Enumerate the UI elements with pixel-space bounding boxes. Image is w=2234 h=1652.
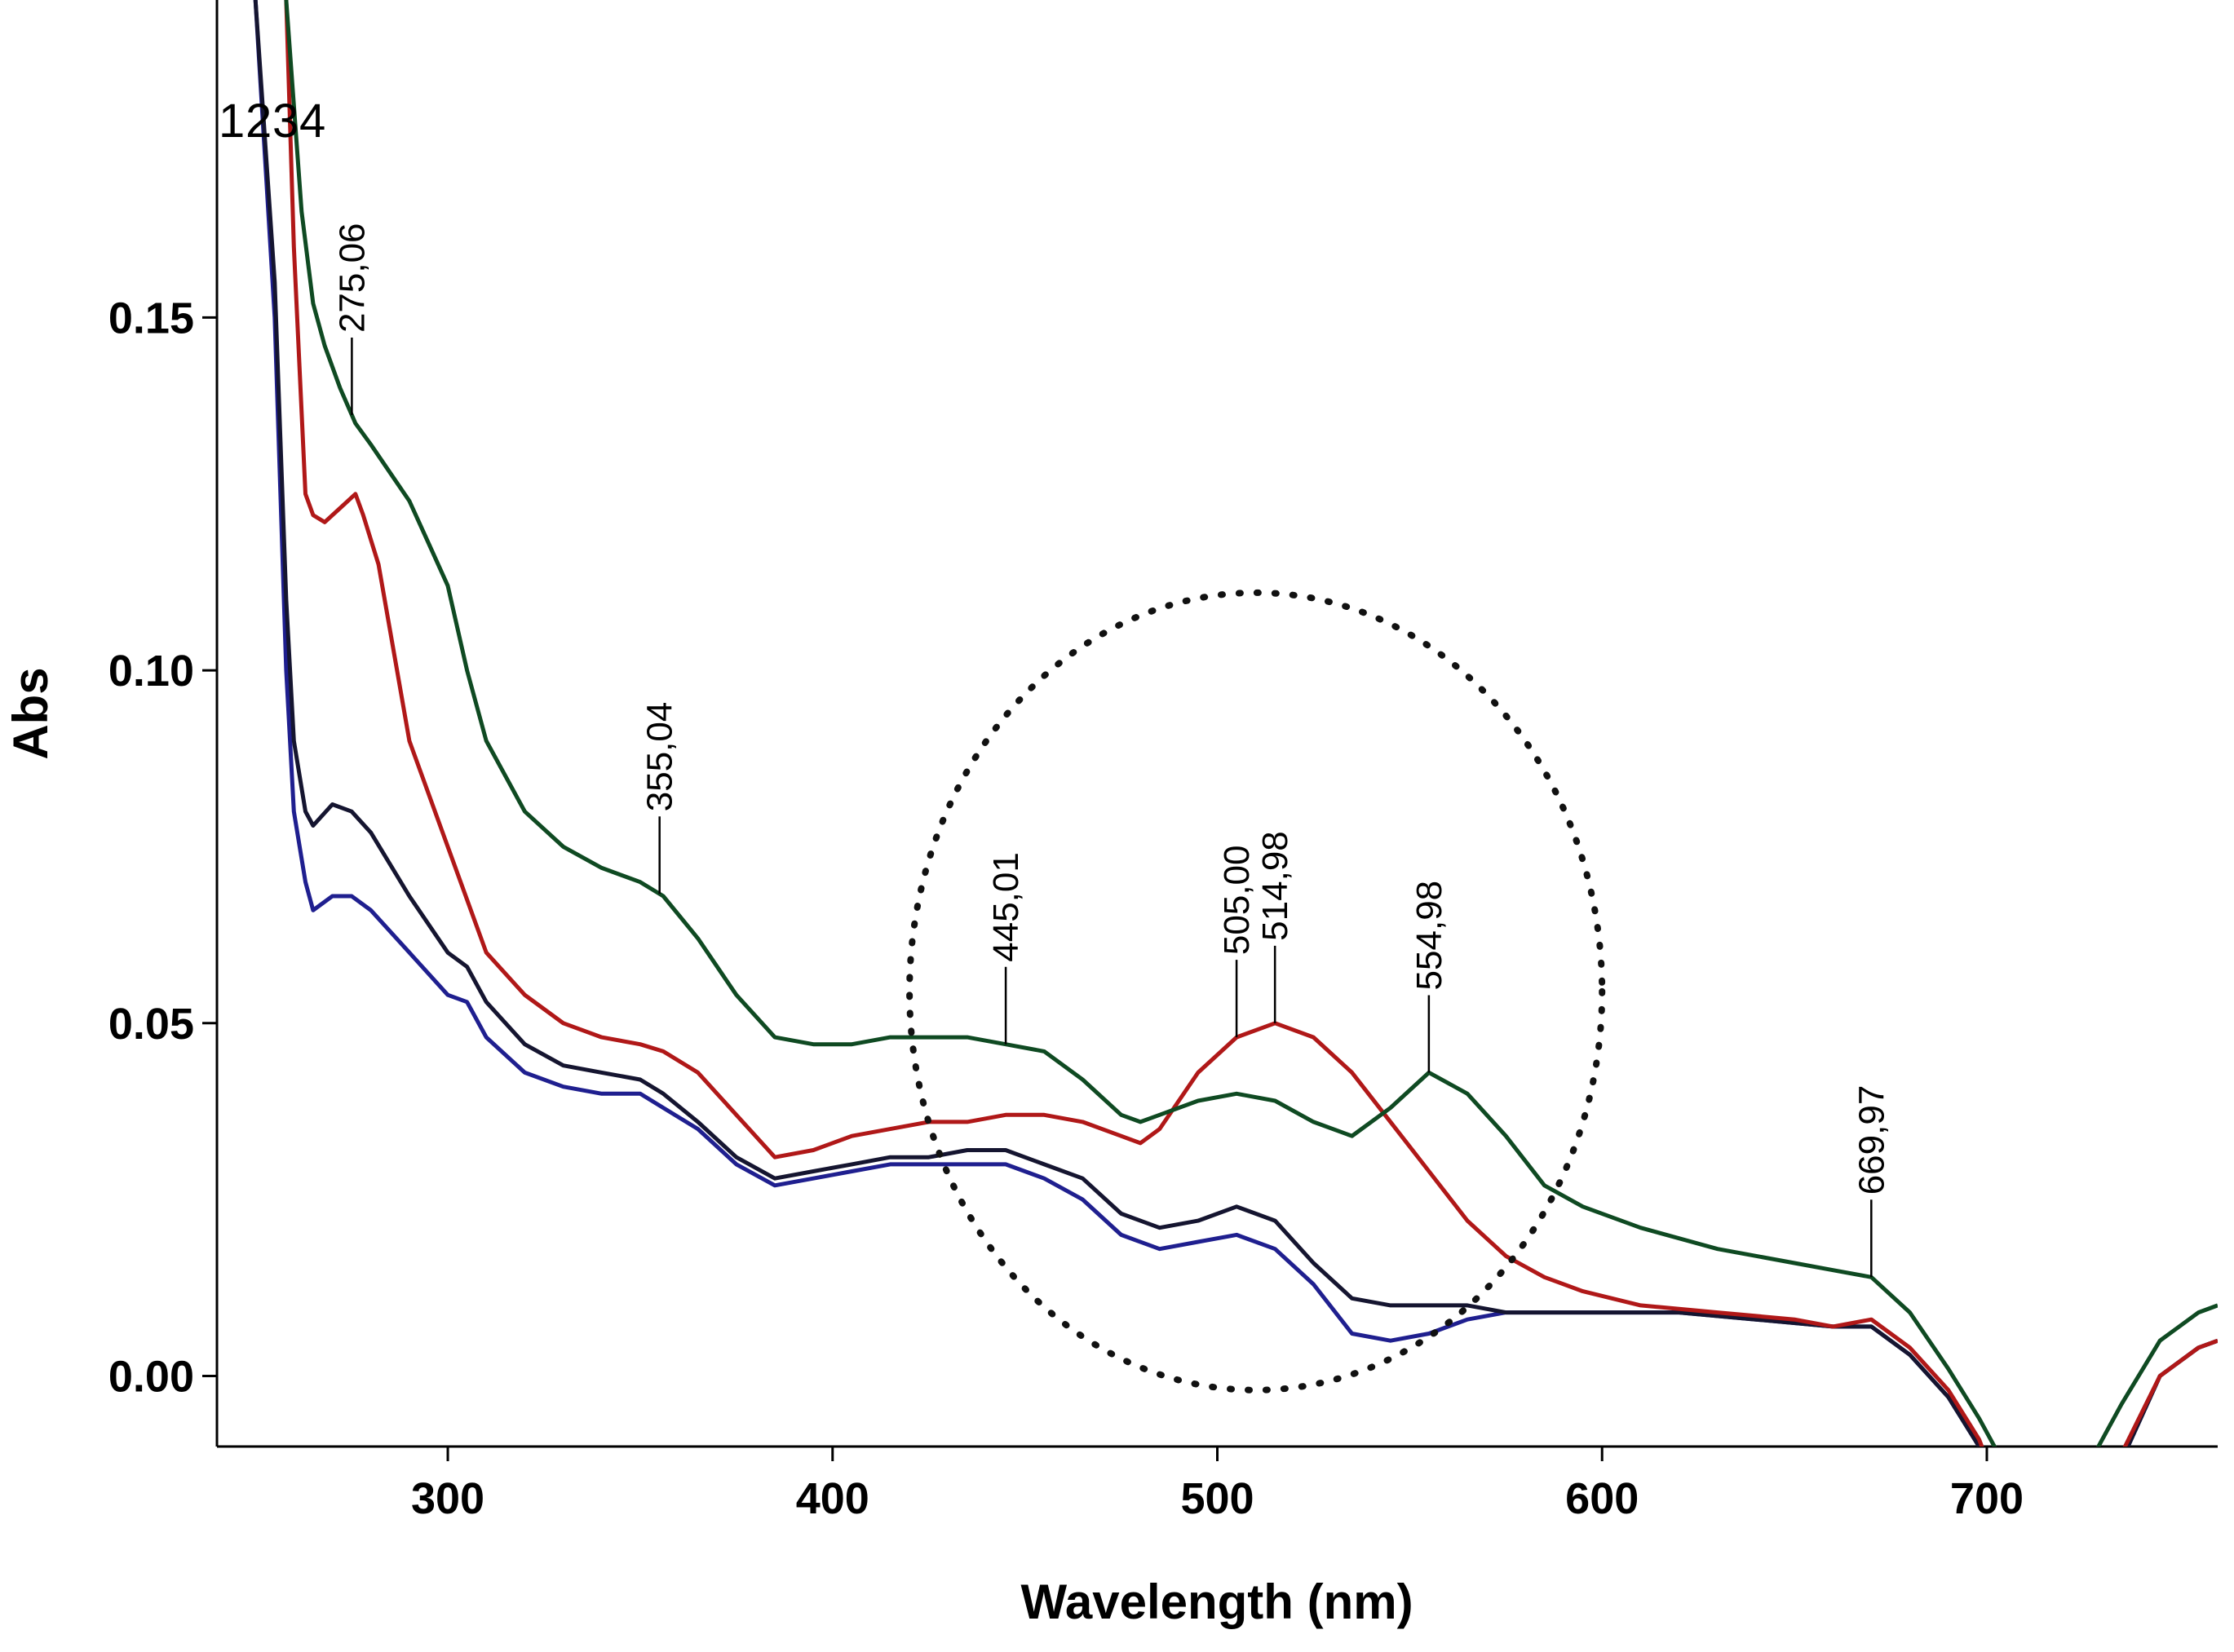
y-tick-label: 0.15: [108, 294, 194, 342]
peak-label: 355,04: [640, 702, 680, 812]
x-tick-label: 400: [796, 1474, 869, 1523]
series-line-2: [253, 0, 2218, 1447]
x-tick-label: 600: [1565, 1474, 1639, 1523]
series-label-4: 4: [299, 95, 325, 148]
highlight-ellipse: [906, 589, 1606, 1394]
x-axis-title: Wavelength (nm): [1020, 1575, 1413, 1629]
series-label-2: 2: [246, 95, 272, 148]
series-line-1: [253, 0, 2218, 1447]
chart-labels: Wavelength (nm) Abs: [3, 667, 1413, 1629]
series-line-4: [284, 0, 2218, 1447]
x-tick-label: 500: [1180, 1474, 1254, 1523]
series-label-1: 1: [219, 95, 245, 148]
peak-label: 275,06: [332, 223, 372, 333]
peak-label: 669,97: [1851, 1085, 1891, 1195]
x-tick-label: 700: [1950, 1474, 2024, 1523]
peak-label: 554,98: [1409, 881, 1449, 991]
y-tick-label: 0.10: [108, 647, 194, 696]
x-tick-label: 300: [411, 1474, 484, 1523]
highlight-overlay: [906, 589, 1606, 1394]
series-label-3: 3: [272, 95, 299, 148]
y-tick-label: 0.05: [108, 1000, 194, 1049]
axes: 300 400 500 600 700 0.00 0.05 0.10 0.15: [108, 0, 2218, 1523]
y-tick-label: 0.00: [108, 1352, 194, 1401]
series-group: [253, 0, 2218, 1447]
peak-label: 505,00: [1217, 846, 1257, 956]
y-axis-title: Abs: [3, 667, 58, 759]
peak-label: 514,98: [1255, 831, 1295, 941]
series-line-3: [284, 0, 2218, 1447]
peak-label: 445,01: [986, 852, 1026, 962]
